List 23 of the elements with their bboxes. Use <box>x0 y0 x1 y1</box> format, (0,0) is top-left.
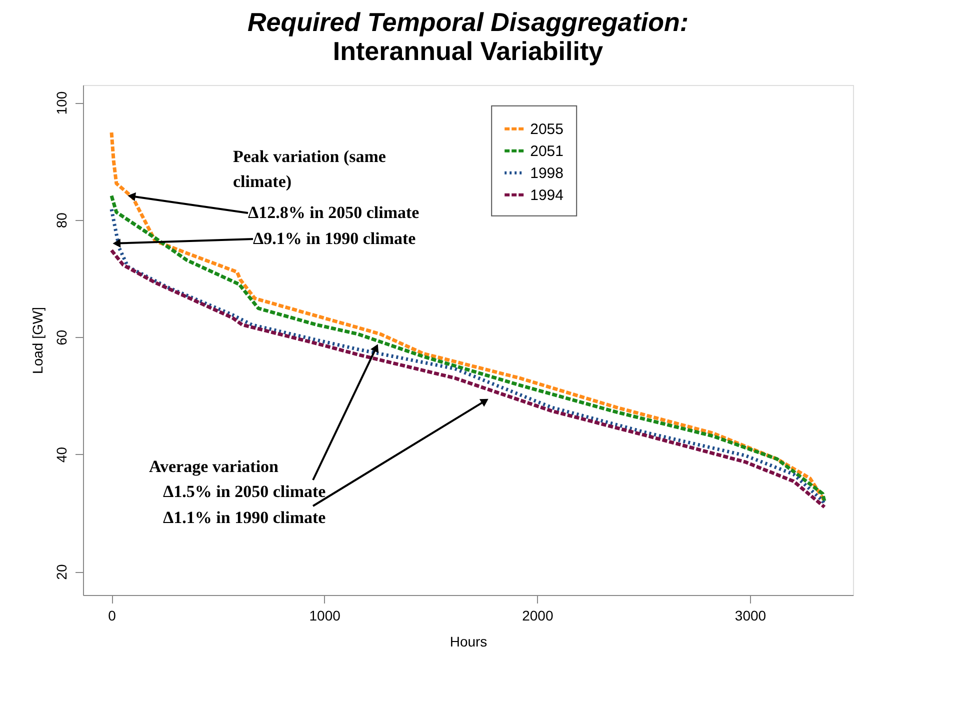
y-axis-title: Load [GW] <box>30 307 46 374</box>
y-tick-label: 100 <box>54 91 70 115</box>
legend-label: 1994 <box>530 186 564 204</box>
y-tick-label: 40 <box>54 446 70 463</box>
annotation: Δ12.8% in 2050 climate <box>248 203 420 222</box>
x-tick-label: 3000 <box>734 608 766 624</box>
x-tick-label: 2000 <box>522 608 554 624</box>
y-tick-label: 60 <box>54 330 70 346</box>
legend-label: 1998 <box>530 164 564 182</box>
legend-label: 2055 <box>530 120 564 138</box>
legend-label: 2051 <box>530 142 564 160</box>
chart-title: Required Temporal Disaggregation: <box>247 7 689 37</box>
chart-subtitle: Interannual Variability <box>332 36 604 66</box>
annotation: Peak variation (same climate) <box>233 147 386 191</box>
x-axis-title: Hours <box>450 634 488 650</box>
x-tick-label: 1000 <box>309 608 341 624</box>
annotation: Average variation <box>149 457 280 476</box>
annotation: Δ1.5% in 2050 climate <box>163 482 326 501</box>
annotation: Δ9.1% in 1990 climate <box>253 229 416 248</box>
annotation: Δ1.1% in 1990 climate <box>163 508 326 527</box>
y-tick-label: 20 <box>54 564 70 580</box>
y-tick-label: 80 <box>54 212 70 228</box>
x-tick-label: 0 <box>108 608 116 624</box>
